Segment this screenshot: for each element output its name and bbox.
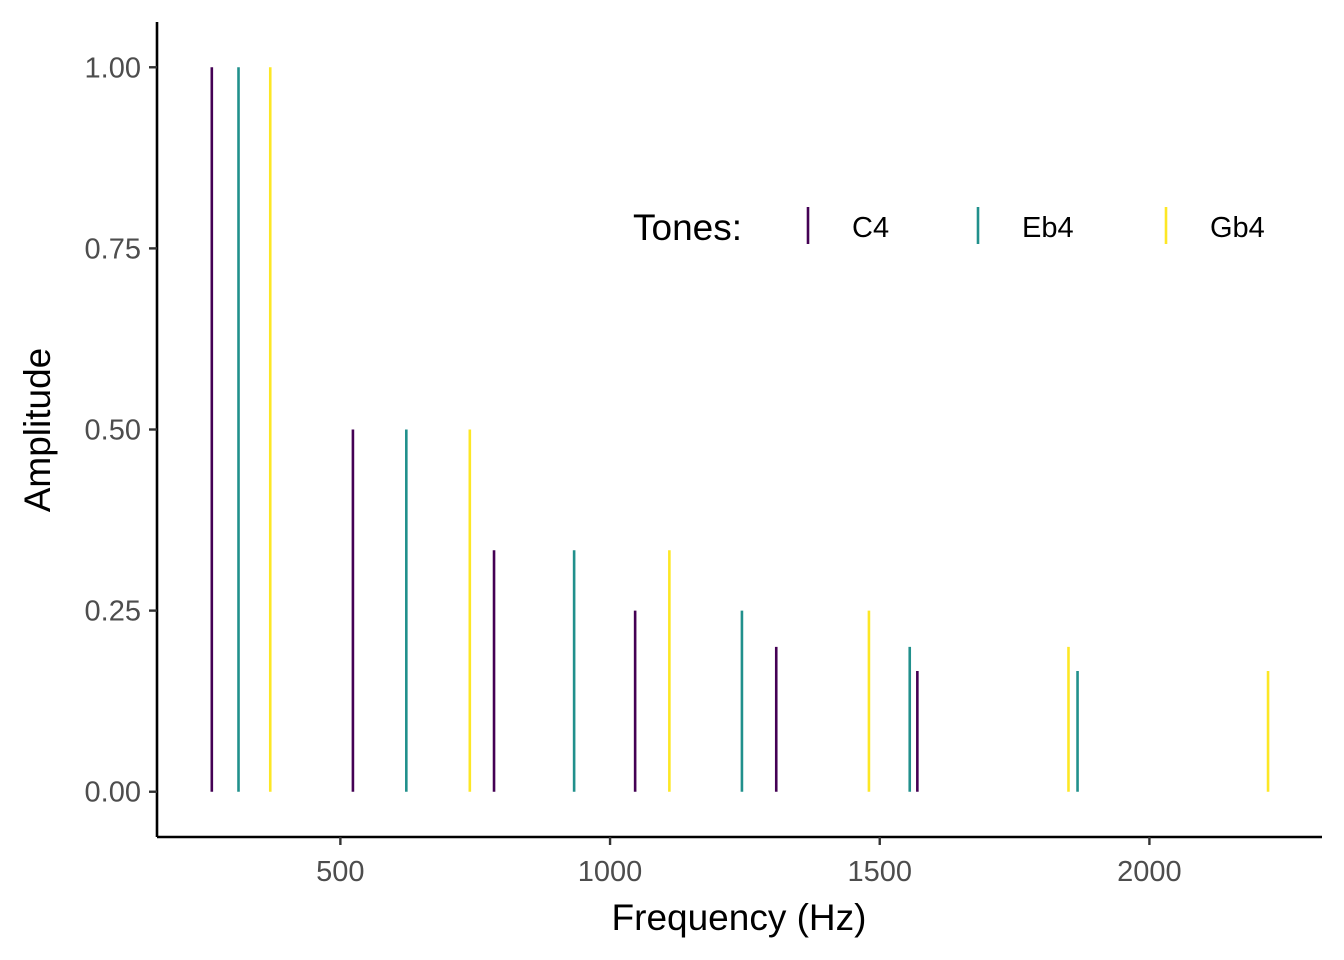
x-tick-label: 500 [316, 856, 364, 888]
legend-item-C4: C4 [806, 207, 889, 244]
legend-label-Gb4: Gb4 [1210, 212, 1265, 244]
y-tick-label: 1.00 [85, 52, 141, 84]
y-tick-label: 0.00 [85, 777, 141, 809]
chart-axes: 0.00 0.25 0.50 0.75 1.00 500 1000 1500 2000 [85, 22, 1322, 888]
y-tick-label: 0.50 [85, 415, 141, 447]
series-C4 [210, 67, 919, 792]
legend-label-C4: C4 [852, 212, 889, 244]
x-tick-label: 2000 [1117, 856, 1182, 888]
legend-item-Gb4: Gb4 [1164, 207, 1265, 244]
series-Gb4 [268, 67, 1270, 792]
y-tick-label: 0.25 [85, 596, 141, 628]
legend: Tones: C4 Eb4 Gb4 [633, 207, 1265, 248]
y-tick-label: 0.75 [85, 233, 141, 265]
y-axis-title: Amplitude [17, 348, 58, 513]
chart-marks [210, 67, 1270, 792]
x-tick-label: 1000 [578, 856, 643, 888]
x-tick-label: 1500 [847, 856, 912, 888]
legend-item-Eb4: Eb4 [976, 207, 1074, 244]
legend-title: Tones: [633, 207, 742, 248]
series-Eb4 [237, 67, 1079, 792]
legend-label-Eb4: Eb4 [1022, 212, 1074, 244]
x-axis-title: Frequency (Hz) [612, 897, 867, 938]
